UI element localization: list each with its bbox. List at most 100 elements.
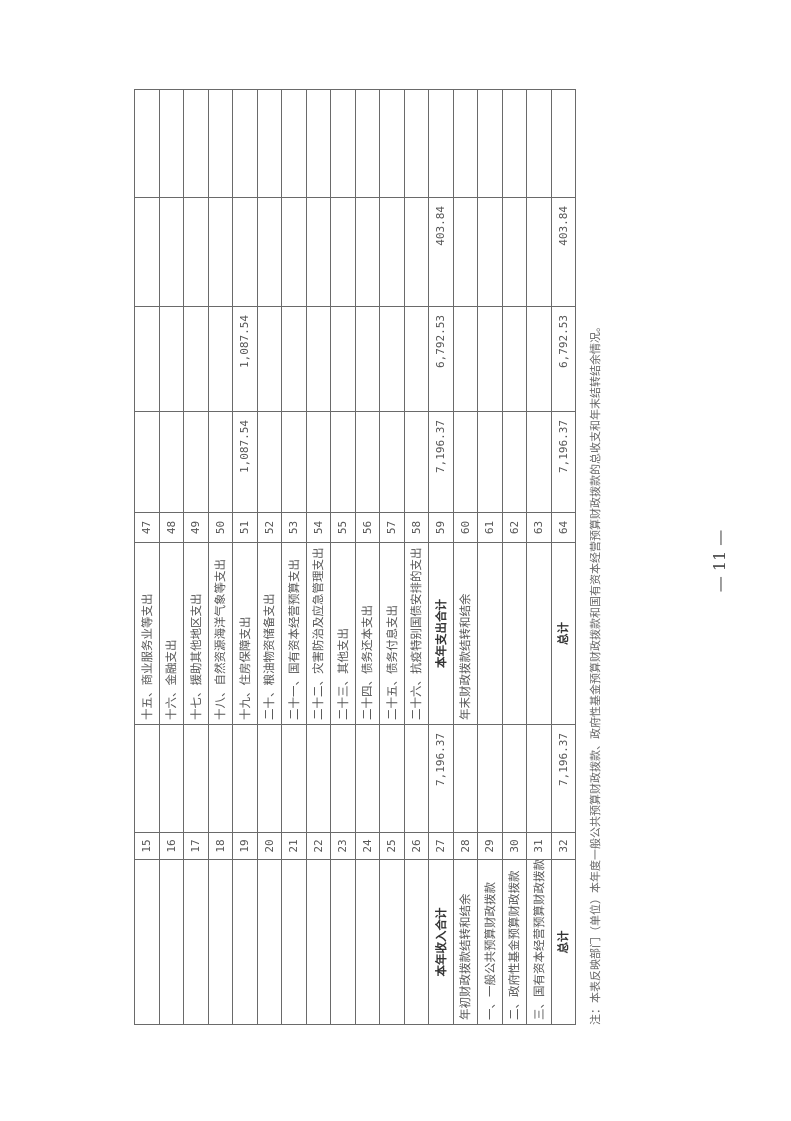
income-amount xyxy=(404,724,429,833)
general-budget-amount xyxy=(306,306,331,412)
expense-line-no: 64 xyxy=(551,512,576,543)
fiscal-appropriation-table: 15 十五、商业服务业等支出 47 16 十六、金融支出 48 17 十七、援助其他地区支出 4… xyxy=(134,89,576,1025)
expense-total xyxy=(330,411,355,513)
expense-line-no: 56 xyxy=(355,512,380,543)
income-line-no: 22 xyxy=(306,832,331,860)
expense-item: 二十五、债务付息支出 xyxy=(379,542,404,725)
expense-item: 本年支出合计 xyxy=(428,542,453,725)
income-item xyxy=(257,859,282,1025)
expense-item: 十六、金融支出 xyxy=(159,542,184,725)
government-fund-amount: 403.84 xyxy=(551,197,576,307)
government-fund-amount xyxy=(281,197,306,307)
expense-line-no: 57 xyxy=(379,512,404,543)
income-amount xyxy=(281,724,306,833)
income-item xyxy=(208,859,233,1025)
expense-item: 年末财政拨款结转和结余 xyxy=(453,542,478,725)
income-item: 总计 xyxy=(551,859,576,1025)
general-budget-amount xyxy=(477,306,502,412)
general-budget-amount: 6,792.53 xyxy=(428,306,453,412)
state-capital-amount xyxy=(281,89,306,198)
government-fund-amount xyxy=(232,197,257,307)
table-row: 一、一般公共预算财政拨款 29 61 xyxy=(477,89,502,1025)
government-fund-amount xyxy=(257,197,282,307)
income-line-no: 15 xyxy=(134,832,159,860)
expense-item: 十七、援助其他地区支出 xyxy=(183,542,208,725)
government-fund-amount: 403.84 xyxy=(428,197,453,307)
expense-item: 二十二、灾害防治及应急管理支出 xyxy=(306,542,331,725)
income-item: 本年收入合计 xyxy=(428,859,453,1025)
state-capital-amount xyxy=(257,89,282,198)
income-item xyxy=(134,859,159,1025)
general-budget-amount xyxy=(526,306,551,412)
income-item: 二、政府性基金预算财政拨款 xyxy=(502,859,527,1025)
income-line-no: 32 xyxy=(551,832,576,860)
expense-line-no: 50 xyxy=(208,512,233,543)
state-capital-amount xyxy=(159,89,184,198)
expense-total: 7,196.37 xyxy=(428,411,453,513)
general-budget-amount: 1,087.54 xyxy=(232,306,257,412)
table-row: 24 二十四、债务还本支出 56 xyxy=(355,89,380,1025)
expense-total xyxy=(526,411,551,513)
income-item xyxy=(404,859,429,1025)
income-amount xyxy=(232,724,257,833)
expense-total xyxy=(134,411,159,513)
income-item: 年初财政拨款结转和结余 xyxy=(453,859,478,1025)
income-amount xyxy=(208,724,233,833)
general-budget-amount xyxy=(281,306,306,412)
general-budget-amount xyxy=(379,306,404,412)
expense-total xyxy=(355,411,380,513)
table-row: 22 二十二、灾害防治及应急管理支出 54 xyxy=(306,89,331,1025)
income-line-no: 21 xyxy=(281,832,306,860)
income-line-no: 24 xyxy=(355,832,380,860)
state-capital-amount xyxy=(208,89,233,198)
income-line-no: 16 xyxy=(159,832,184,860)
government-fund-amount xyxy=(306,197,331,307)
state-capital-amount xyxy=(502,89,527,198)
general-budget-amount xyxy=(159,306,184,412)
expense-total xyxy=(477,411,502,513)
state-capital-amount xyxy=(453,89,478,198)
income-amount xyxy=(477,724,502,833)
general-budget-amount xyxy=(134,306,159,412)
expense-line-no: 61 xyxy=(477,512,502,543)
state-capital-amount xyxy=(183,89,208,198)
income-item xyxy=(183,859,208,1025)
expense-line-no: 49 xyxy=(183,512,208,543)
expense-total: 7,196.37 xyxy=(551,411,576,513)
expense-total xyxy=(453,411,478,513)
government-fund-amount xyxy=(134,197,159,307)
table-row: 19 十九、住房保障支出 51 1,087.54 1,087.54 xyxy=(232,89,257,1025)
income-amount xyxy=(257,724,282,833)
expense-line-no: 63 xyxy=(526,512,551,543)
government-fund-amount xyxy=(379,197,404,307)
income-item xyxy=(281,859,306,1025)
general-budget-amount xyxy=(404,306,429,412)
expense-line-no: 59 xyxy=(428,512,453,543)
table-row: 三、国有资本经营预算财政拨款 31 63 xyxy=(526,89,551,1025)
expense-line-no: 53 xyxy=(281,512,306,543)
table-row: 26 二十六、抗疫特别国债安排的支出 58 xyxy=(404,89,429,1025)
general-budget-amount xyxy=(453,306,478,412)
expense-item: 二十一、国有资本经营预算支出 xyxy=(281,542,306,725)
table-row: 17 十七、援助其他地区支出 49 xyxy=(183,89,208,1025)
income-amount xyxy=(355,724,380,833)
income-line-no: 29 xyxy=(477,832,502,860)
income-line-no: 20 xyxy=(257,832,282,860)
income-amount xyxy=(379,724,404,833)
expense-item: 二十、粮油物资储备支出 xyxy=(257,542,282,725)
income-amount xyxy=(526,724,551,833)
state-capital-amount xyxy=(551,89,576,198)
government-fund-amount xyxy=(453,197,478,307)
income-item xyxy=(355,859,380,1025)
expense-total xyxy=(379,411,404,513)
state-capital-amount xyxy=(477,89,502,198)
expense-line-no: 58 xyxy=(404,512,429,543)
expense-total xyxy=(208,411,233,513)
income-item xyxy=(379,859,404,1025)
expense-item: 二十六、抗疫特别国债安排的支出 xyxy=(404,542,429,725)
government-fund-amount xyxy=(355,197,380,307)
income-line-no: 23 xyxy=(330,832,355,860)
general-budget-amount xyxy=(355,306,380,412)
page-number: — 11 — xyxy=(710,529,729,593)
table-row: 15 十五、商业服务业等支出 47 xyxy=(134,89,159,1025)
